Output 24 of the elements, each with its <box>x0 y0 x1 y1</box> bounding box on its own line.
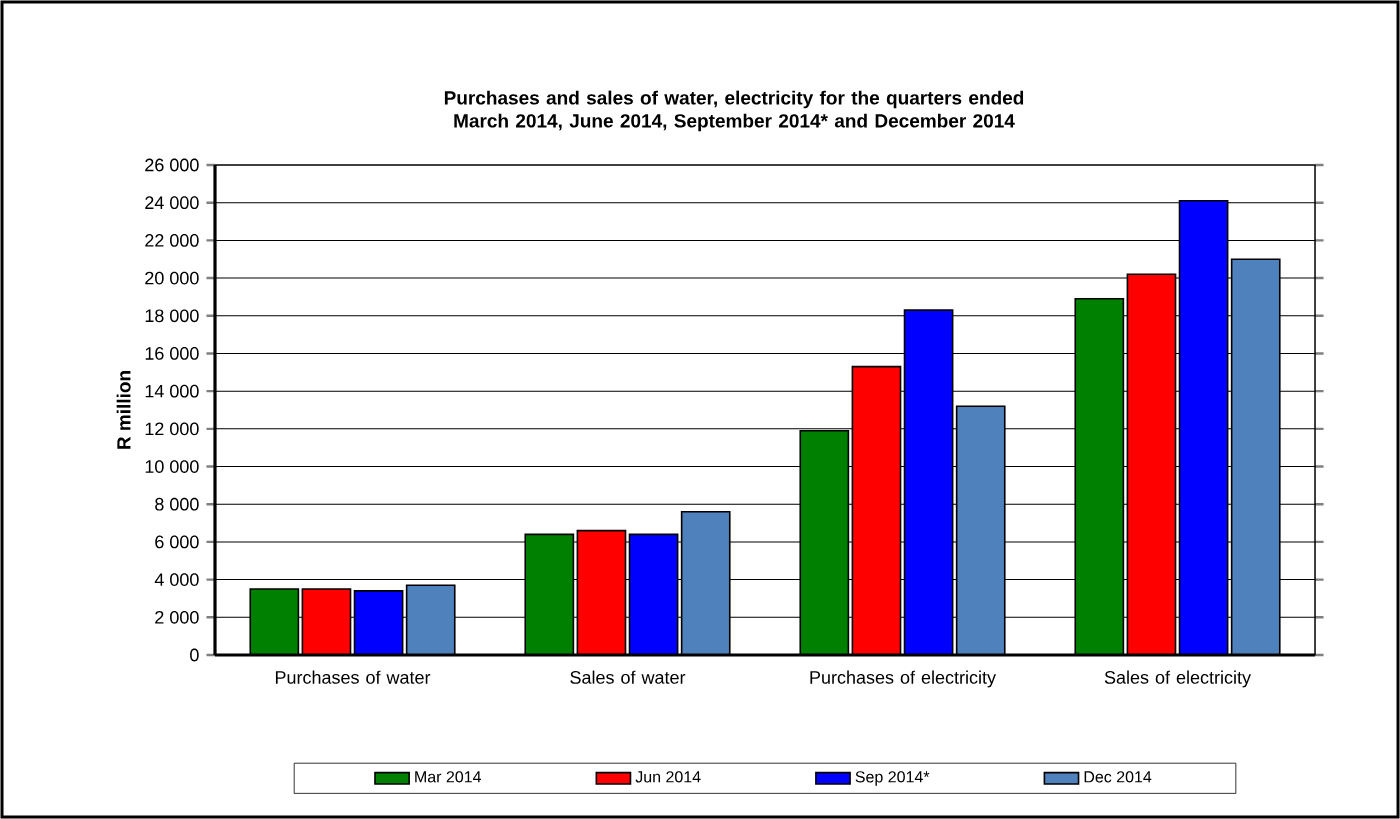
legend-label: Sep 2014* <box>855 771 930 786</box>
y-tick-label: 8 000 <box>155 497 199 511</box>
y-tick-label: 0 <box>190 648 199 662</box>
y-tick-label: 2 000 <box>155 610 199 624</box>
chart-title: Purchases and sales of water, electricity for the quarters ended March 2014, June 2014, September 2014* and December 2014 <box>444 90 1024 132</box>
legend-label: Mar 2014 <box>415 771 482 783</box>
x-tick-label: Purchases of electricity <box>810 670 996 688</box>
y-tick-label: 4 000 <box>154 573 199 586</box>
y-tick-label: 22 000 <box>145 234 199 247</box>
y-tick-label: 20 000 <box>145 271 199 285</box>
legend-label: Jun 2014 <box>635 771 701 783</box>
y-tick-label: 24 000 <box>145 196 199 210</box>
y-tick-label: 16 000 <box>145 347 199 360</box>
y-tick-label: 6 000 <box>155 535 199 549</box>
legend-label: Dec 2014 <box>1084 771 1152 783</box>
x-tick-label: Sales of water <box>570 670 686 684</box>
x-tick-label: Sales of electricity <box>1104 670 1251 688</box>
y-tick-label: 10 000 <box>145 460 199 473</box>
x-tick-label: Purchases of water <box>275 670 431 684</box>
y-tick-label: 14 000 <box>145 384 199 398</box>
y-tick-label: 26 000 <box>145 158 199 172</box>
y-tick-label: 18 000 <box>145 309 199 323</box>
y-tick-label: 12 000 <box>145 422 199 436</box>
y-axis-title: R million <box>116 371 131 449</box>
